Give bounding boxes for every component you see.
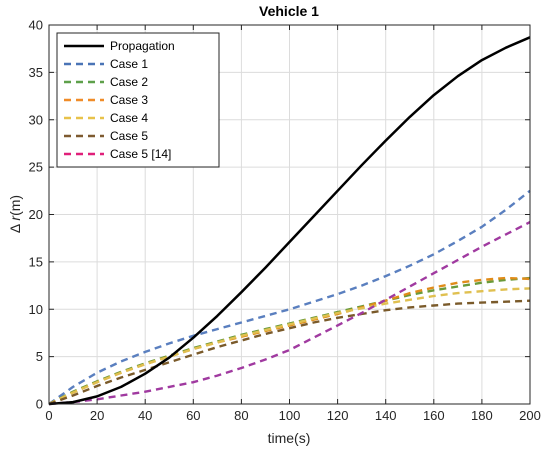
legend-label-case-1: Case 1 bbox=[110, 57, 148, 71]
series-line-case-4 bbox=[48, 287, 531, 406]
y-tick-label: 35 bbox=[29, 65, 43, 80]
x-tick-label: 140 bbox=[375, 408, 397, 423]
y-axis-label: Δ r(m) bbox=[7, 195, 23, 233]
x-tick-label: 20 bbox=[90, 408, 104, 423]
legend-label-case-3: Case 3 bbox=[110, 93, 148, 107]
y-tick-label: 15 bbox=[29, 254, 43, 269]
y-tick-label: 40 bbox=[29, 18, 43, 33]
y-axis-label-suffix: (m) bbox=[7, 195, 23, 216]
chart-title: Vehicle 1 bbox=[259, 3, 319, 19]
series-line-case-5 bbox=[48, 299, 531, 406]
x-tick-label: 180 bbox=[471, 408, 493, 423]
y-tick-label: 0 bbox=[36, 397, 43, 412]
series-line-propagation bbox=[48, 36, 531, 406]
x-tick-label: 100 bbox=[279, 408, 301, 423]
x-tick-label: 60 bbox=[186, 408, 200, 423]
x-tick-label: 0 bbox=[45, 408, 52, 423]
y-axis-ticks: 0 5 10 15 20 25 30 35 40 bbox=[29, 18, 530, 412]
x-tick-label: 80 bbox=[234, 408, 248, 423]
legend-label-propagation: Propagation bbox=[110, 39, 175, 53]
legend-label-case-5: Case 5 bbox=[110, 129, 148, 143]
legend: Propagation Case 1 Case 2 Case 3 Case 4 Case … bbox=[56, 32, 220, 168]
x-axis-ticks: 0 20 40 60 80 100 120 140 160 180 200 bbox=[45, 25, 541, 423]
legend-label-case-2: Case 2 bbox=[110, 75, 148, 89]
x-axis-label: time(s) bbox=[268, 430, 311, 446]
y-tick-label: 20 bbox=[29, 207, 43, 222]
legend-label-case-4: Case 4 bbox=[110, 111, 148, 125]
x-tick-label: 40 bbox=[138, 408, 152, 423]
series-line-case-1 bbox=[48, 189, 531, 405]
x-tick-label: 160 bbox=[423, 408, 445, 423]
plot-lines bbox=[48, 36, 531, 406]
y-axis-label-var: r bbox=[7, 215, 23, 221]
legend-label-case-5-14: Case 5 [14] bbox=[110, 147, 171, 161]
y-axis-label-prefix: Δ bbox=[7, 221, 23, 233]
y-tick-label: 5 bbox=[36, 349, 43, 364]
y-tick-label: 25 bbox=[29, 160, 43, 175]
y-tick-label: 30 bbox=[29, 112, 43, 127]
y-tick-label: 10 bbox=[29, 302, 43, 317]
x-tick-label: 200 bbox=[519, 408, 541, 423]
x-tick-label: 120 bbox=[327, 408, 349, 423]
legend-box bbox=[56, 32, 220, 168]
